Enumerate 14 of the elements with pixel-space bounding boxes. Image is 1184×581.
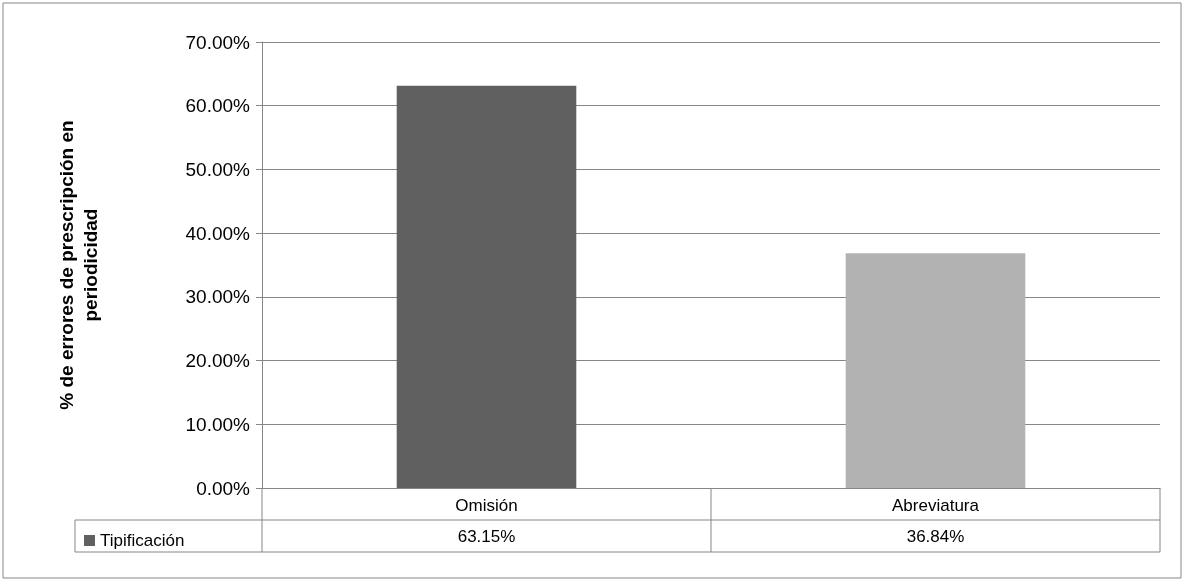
y-tick-label: 70.00% bbox=[185, 31, 251, 53]
y-tick-label: 0.00% bbox=[196, 477, 251, 499]
data-label: 63.15% bbox=[457, 526, 516, 546]
y-tick-label: 60.00% bbox=[185, 95, 251, 117]
legend-label: Tipificación bbox=[100, 531, 185, 550]
y-tick-label: 50.00% bbox=[185, 158, 251, 180]
y-tick-label: 40.00% bbox=[185, 222, 251, 244]
y-tick-label: 10.00% bbox=[185, 413, 251, 435]
x-tick-label: Abreviatura bbox=[892, 496, 980, 515]
x-tick-label: Omisión bbox=[455, 496, 518, 515]
y-tick-label: 20.00% bbox=[185, 350, 251, 372]
y-tick-label: 30.00% bbox=[185, 286, 251, 308]
y-axis-title: % de errores de prescripción en periodicidad bbox=[55, 120, 101, 410]
data-label: 36.84% bbox=[906, 526, 965, 546]
